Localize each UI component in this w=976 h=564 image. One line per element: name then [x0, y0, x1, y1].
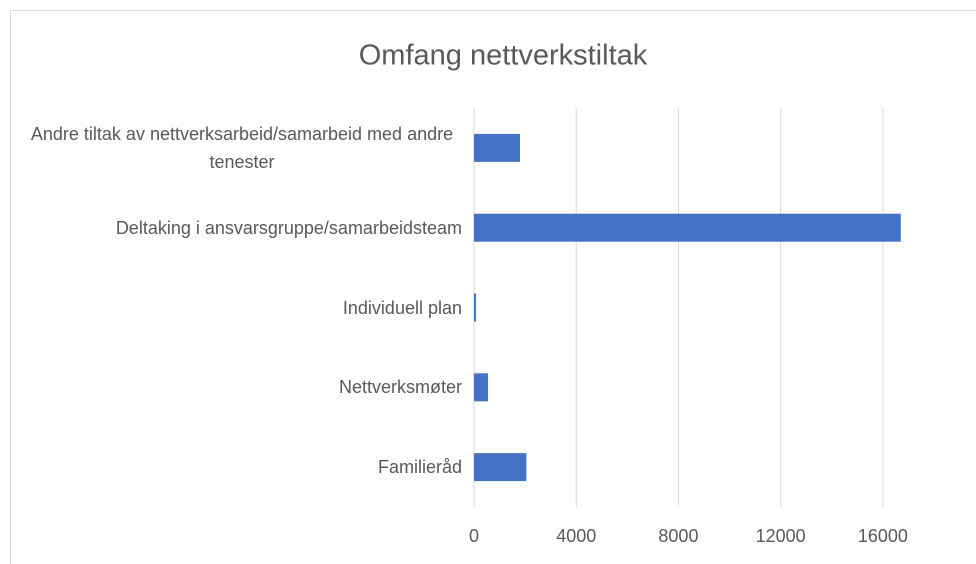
x-tick-label: 0 [469, 526, 479, 546]
x-tick-label: 16000 [858, 526, 908, 546]
bar [474, 373, 489, 402]
bar [474, 293, 477, 322]
x-tick-label: 8000 [658, 526, 698, 546]
y-tick-label: Nettverksmøter [338, 377, 462, 398]
chart-frame [10, 10, 976, 564]
y-tick-label: Familieråd [377, 457, 462, 478]
chart-title: Omfang nettverkstiltak [359, 40, 648, 72]
y-tick-label: Deltaking i ansvarsgruppe/samarbeidsteam [115, 217, 462, 238]
y-tick-label: Andre tiltak av nettverksarbeid/samarbei… [30, 123, 454, 172]
bar [474, 213, 901, 242]
bar [474, 453, 527, 482]
x-tick-label: 12000 [756, 526, 806, 546]
x-tick-label: 4000 [556, 526, 596, 546]
y-tick-label: Individuell plan [342, 297, 462, 318]
bar [474, 133, 520, 162]
